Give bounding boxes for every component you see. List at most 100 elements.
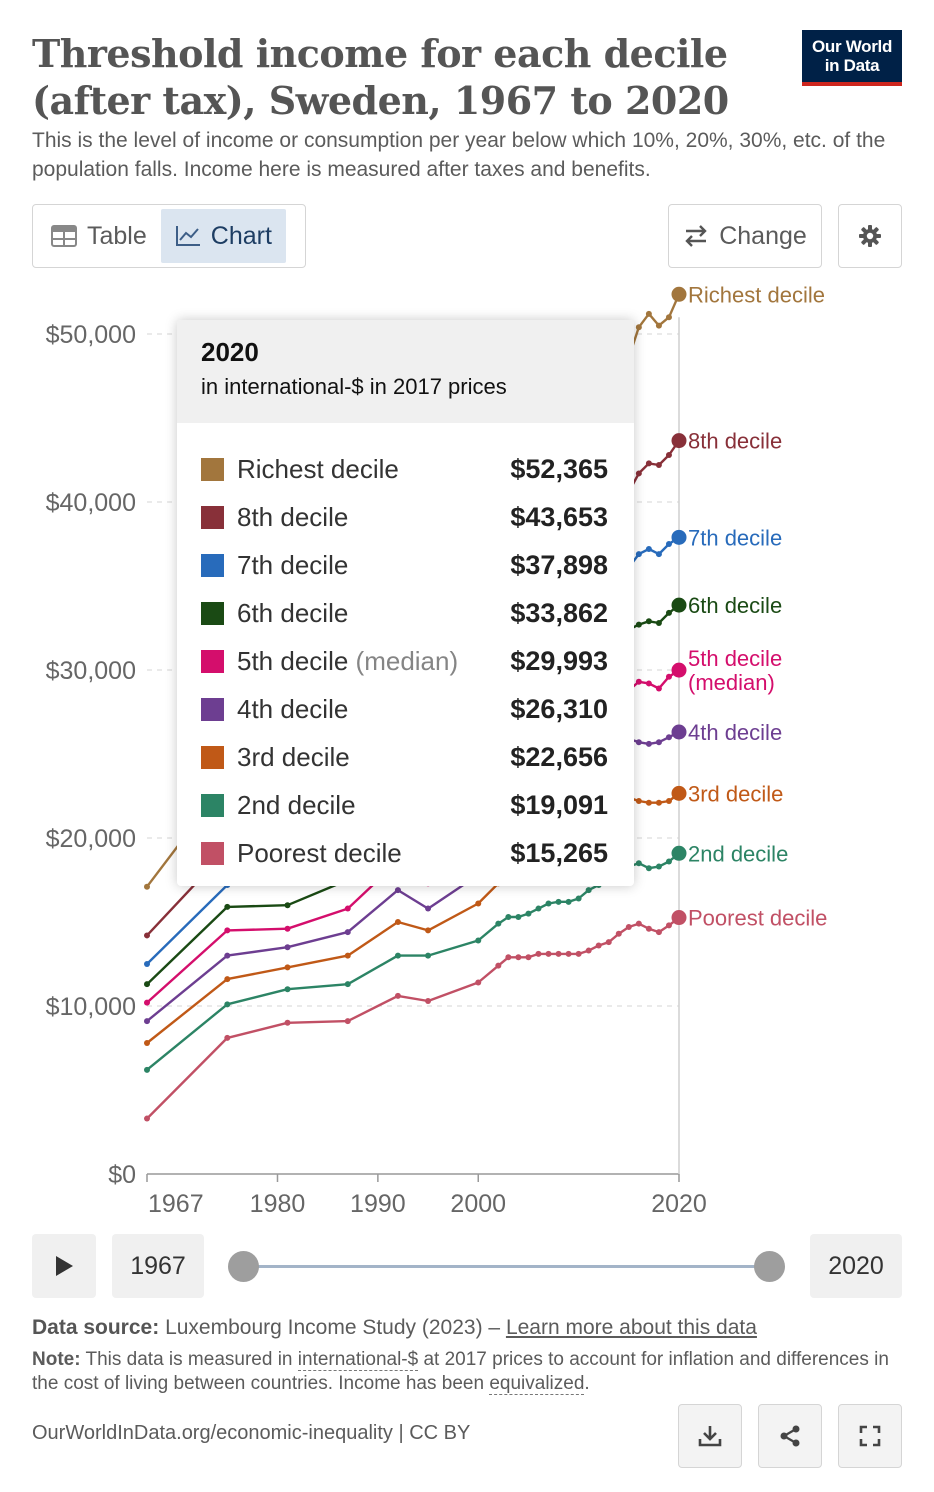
owid-logo[interactable]: Our World in Data [802,30,902,86]
series-end-point [671,910,687,926]
chart-title: Threshold income for each decile (after … [32,31,729,123]
data-point [665,922,672,929]
end-year-box[interactable]: 2020 [810,1234,902,1298]
data-point [545,950,552,957]
tooltip-series-value: $22,656 [510,741,608,772]
international-dollar-link[interactable]: international-$ [297,1349,419,1371]
change-country-button[interactable]: Change [668,204,822,268]
data-point [645,865,652,872]
data-point [224,952,231,959]
data-point [505,954,512,961]
legend-swatch [201,697,224,721]
data-point [655,685,662,692]
data-point [635,739,642,746]
data-point [645,799,652,806]
data-point [144,961,150,967]
download-button[interactable] [678,1404,742,1468]
data-point [284,925,291,932]
equivalized-link[interactable]: equivalized [489,1373,585,1395]
data-point [585,887,592,894]
footer-url[interactable]: OurWorldInData.org/economic-inequality |… [32,1422,471,1444]
data-point [665,798,672,805]
data-point [645,460,652,467]
series-end-point [671,433,687,449]
y-tick-label: $30,000 [46,657,136,685]
data-point [605,939,612,946]
tooltip-row: 7th decile $37,898 [177,541,634,589]
timeline-start-handle[interactable] [228,1251,259,1282]
series-end-label: Richest decile [688,282,825,307]
data-point [144,1039,150,1046]
legend-swatch [201,457,224,481]
data-point [344,929,351,936]
data-point [595,942,602,949]
data-point [645,680,652,687]
data-point [555,898,562,905]
data-point [425,927,432,934]
data-point [144,932,150,939]
share-button[interactable] [758,1404,822,1468]
data-point [394,952,401,959]
data-point [284,986,291,993]
settings-button[interactable] [838,204,902,268]
tooltip-series-name: 3rd decile [237,741,350,772]
data-point [665,451,672,458]
tooltip-series-value: $29,993 [510,645,608,676]
note-text-3: . [584,1373,590,1394]
data-point [525,954,532,961]
x-tick-label: 1967 [148,1190,204,1218]
share-icon [780,1425,800,1447]
data-point [545,900,552,907]
data-point [144,1115,150,1122]
data-point [645,740,652,747]
tooltip-series-name: Poorest decile [237,837,402,868]
series-end-point [671,662,687,678]
data-point [655,799,662,806]
data-point [655,462,662,469]
data-point [475,937,482,944]
tooltip-row: 5th decile (median) $29,993 [177,637,634,685]
note-label: Note: [32,1349,81,1370]
y-tick-label: $10,000 [46,993,136,1021]
tooltip-series-name: 7th decile [237,549,349,580]
gear-icon [859,225,881,247]
tooltip-series-value: $19,091 [510,789,608,820]
data-point [585,947,592,954]
series-end-label: 4th decile [688,720,782,745]
tooltip-series-value: $33,862 [510,597,608,628]
note: Note: This data is measured in internati… [32,1348,902,1396]
line-chart-icon [175,226,200,246]
data-point [224,1034,231,1041]
data-point [665,541,672,547]
note-text-2: at 2017 prices to account for inflation … [32,1349,889,1394]
data-point [665,314,672,321]
start-year-box[interactable]: 1967 [112,1234,204,1298]
y-tick-label: $40,000 [46,489,136,517]
data-point [284,944,291,951]
data-point [284,902,291,909]
tooltip-header: 2020 in international-$ in 2017 prices [177,320,634,423]
tab-chart[interactable]: Chart [160,209,286,263]
data-point [665,858,672,865]
series-end-point [671,724,687,740]
view-tabs: Table Chart [32,204,306,268]
source-text: Luxembourg Income Study (2023) – [165,1316,501,1339]
data-point [575,950,582,957]
tab-table[interactable]: Table [37,209,161,263]
data-point [635,678,642,685]
data-point [394,992,401,999]
data-point [645,618,652,625]
timeline-track[interactable] [243,1265,770,1268]
legend-swatch [201,793,224,817]
data-point [635,621,642,628]
tooltip-row: 2nd decile $19,091 [177,781,634,829]
tooltip-series-value: $43,653 [510,501,608,532]
fullscreen-icon [859,1425,881,1447]
data-point [535,905,542,912]
source-label: Data source: [32,1316,160,1339]
fullscreen-button[interactable] [838,1404,902,1468]
learn-more-link[interactable]: Learn more about this data [505,1316,757,1339]
swap-arrows-icon [685,225,707,247]
timeline-end-handle[interactable] [754,1251,785,1282]
play-button[interactable] [32,1234,96,1298]
